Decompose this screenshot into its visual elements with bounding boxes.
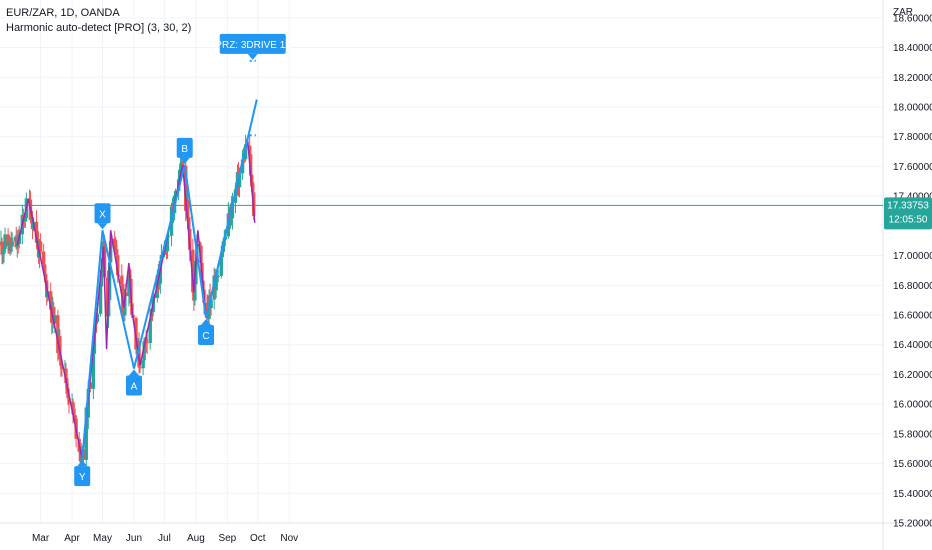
candle xyxy=(3,227,7,254)
price-axis: 18.60000 18.40000 18.20000 18.00000 17.80000… xyxy=(893,13,932,529)
prz-label-text: PRZ: 3DRIVE 11 xyxy=(215,40,290,51)
candle xyxy=(71,398,75,424)
time-tick-label: Sep xyxy=(218,533,236,544)
price-tick-label: 17.40000 xyxy=(893,192,932,203)
candle xyxy=(60,363,64,377)
projection-line xyxy=(205,99,258,319)
candle xyxy=(247,135,252,157)
candle xyxy=(148,316,152,350)
candle xyxy=(10,232,14,252)
indicator-title[interactable]: Harmonic auto-detect [PRO] (3, 30, 2) xyxy=(6,22,192,34)
price-tick-label: 18.00000 xyxy=(893,102,932,113)
price-tick-label: 16.00000 xyxy=(893,400,932,411)
last-price-label: 17.33753 12:05:50 xyxy=(884,197,932,230)
price-tick-label: 18.60000 xyxy=(893,13,932,24)
currency-label: ZAR xyxy=(893,7,913,18)
price-tick-label: 18.40000 xyxy=(893,43,932,54)
price-tick-label: 17.00000 xyxy=(893,251,932,262)
time-tick-label: Apr xyxy=(64,533,80,544)
pattern-point-a[interactable]: A xyxy=(125,369,142,396)
zigzag-line xyxy=(16,139,256,460)
pattern-overlay: Y X A B C PRZ: 3DRIVE 11 xyxy=(16,33,291,487)
pattern-point-x[interactable]: X xyxy=(94,203,111,230)
price-tick-label: 15.60000 xyxy=(893,459,932,470)
price-tick-label: 17.60000 xyxy=(893,162,932,173)
last-price-value: 17.33753 xyxy=(887,200,929,211)
pattern-point-label: B xyxy=(181,144,188,155)
grid xyxy=(0,0,883,524)
time-tick-label: Nov xyxy=(280,533,298,544)
pattern-point-label: C xyxy=(202,331,209,342)
price-tick-label: 17.80000 xyxy=(893,132,932,143)
symbol-title[interactable]: EUR/ZAR, 1D, OANDA xyxy=(6,7,120,19)
price-tick-label: 16.20000 xyxy=(893,370,932,381)
pattern-legs xyxy=(81,164,208,460)
pattern-point-y[interactable]: Y xyxy=(74,460,91,487)
candle xyxy=(0,237,4,264)
price-tick-label: 18.20000 xyxy=(893,73,932,84)
prz-label[interactable]: PRZ: 3DRIVE 11 xyxy=(215,33,291,60)
time-tick-label: May xyxy=(93,533,112,544)
candle xyxy=(230,192,235,230)
pattern-point-label: Y xyxy=(79,472,86,483)
pattern-point-c[interactable]: C xyxy=(198,318,215,345)
price-tick-label: 15.20000 xyxy=(893,519,932,530)
pattern-point-b[interactable]: B xyxy=(176,137,193,164)
price-tick-label: 15.40000 xyxy=(893,489,932,500)
time-axis: Mar Apr May Jun Jul Aug Sep Oct Nov xyxy=(32,533,298,544)
price-tick-label: 16.80000 xyxy=(893,281,932,292)
candle-series xyxy=(0,134,256,470)
price-tick-label: 15.80000 xyxy=(893,429,932,440)
time-tick-label: Jun xyxy=(126,533,142,544)
chart-legend: EUR/ZAR, 1D, OANDA Harmonic auto-detect … xyxy=(6,6,191,36)
candle xyxy=(116,249,120,283)
time-tick-label: Oct xyxy=(250,533,266,544)
pattern-point-label: A xyxy=(131,381,138,392)
candle xyxy=(38,233,43,254)
price-tick-label: 16.60000 xyxy=(893,310,932,321)
time-tick-label: Aug xyxy=(187,533,205,544)
pattern-point-label: X xyxy=(99,209,106,220)
candle xyxy=(145,334,149,355)
candle xyxy=(142,337,146,369)
candle xyxy=(216,269,220,283)
price-tick-label: 16.40000 xyxy=(893,340,932,351)
time-tick-label: Mar xyxy=(32,533,50,544)
countdown-timer: 12:05:50 xyxy=(889,214,928,225)
time-tick-label: Jul xyxy=(158,533,171,544)
